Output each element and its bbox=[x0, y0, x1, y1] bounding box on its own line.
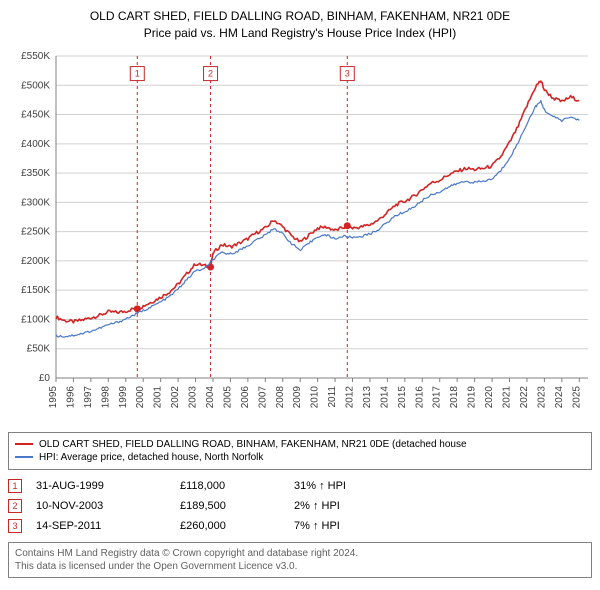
svg-text:2025: 2025 bbox=[571, 385, 582, 408]
event-marker-1: 1 bbox=[8, 479, 22, 493]
svg-text:2004: 2004 bbox=[205, 385, 216, 408]
svg-text:2014: 2014 bbox=[379, 385, 390, 408]
svg-text:2011: 2011 bbox=[327, 385, 338, 407]
svg-text:2018: 2018 bbox=[449, 385, 460, 408]
svg-text:2017: 2017 bbox=[432, 385, 443, 408]
svg-text:2023: 2023 bbox=[536, 385, 547, 408]
event-date-3: 14-SEP-2011 bbox=[36, 520, 166, 532]
event-marker-3: 3 bbox=[8, 519, 22, 533]
svg-text:2000: 2000 bbox=[135, 385, 146, 408]
svg-text:1995: 1995 bbox=[48, 385, 59, 408]
svg-text:1: 1 bbox=[135, 68, 140, 78]
svg-text:2007: 2007 bbox=[257, 385, 268, 408]
title-block: OLD CART SHED, FIELD DALLING ROAD, BINHA… bbox=[8, 8, 592, 42]
event-row-2: 2 10-NOV-2003 £189,500 2% ↑ HPI bbox=[8, 496, 592, 516]
svg-text:2022: 2022 bbox=[519, 385, 530, 408]
footnote-line-2: This data is licensed under the Open Gov… bbox=[15, 560, 585, 573]
svg-text:2001: 2001 bbox=[153, 385, 164, 408]
svg-text:£0: £0 bbox=[39, 373, 51, 384]
svg-text:2013: 2013 bbox=[362, 385, 373, 408]
svg-text:2010: 2010 bbox=[310, 385, 321, 408]
legend-row-2: HPI: Average price, detached house, Nort… bbox=[15, 452, 585, 463]
svg-text:£450K: £450K bbox=[21, 109, 50, 120]
footnote-box: Contains HM Land Registry data © Crown c… bbox=[8, 542, 592, 578]
event-date-2: 10-NOV-2003 bbox=[36, 500, 166, 512]
svg-text:2: 2 bbox=[208, 68, 213, 78]
legend-label-2: HPI: Average price, detached house, Nort… bbox=[39, 452, 263, 463]
legend-swatch-1 bbox=[15, 443, 33, 445]
svg-text:1997: 1997 bbox=[83, 385, 94, 408]
svg-text:£500K: £500K bbox=[21, 80, 50, 91]
svg-text:2016: 2016 bbox=[414, 385, 425, 408]
svg-text:1996: 1996 bbox=[65, 385, 76, 408]
svg-text:£50K: £50K bbox=[27, 343, 51, 354]
svg-text:1999: 1999 bbox=[118, 385, 129, 408]
title-line-2: Price paid vs. HM Land Registry's House … bbox=[8, 25, 592, 42]
svg-text:2006: 2006 bbox=[240, 385, 251, 408]
svg-text:1998: 1998 bbox=[100, 385, 111, 408]
footnote-line-1: Contains HM Land Registry data © Crown c… bbox=[15, 547, 585, 560]
svg-text:2005: 2005 bbox=[222, 385, 233, 408]
event-row-3: 3 14-SEP-2011 £260,000 7% ↑ HPI bbox=[8, 516, 592, 536]
legend-box: OLD CART SHED, FIELD DALLING ROAD, BINHA… bbox=[8, 432, 592, 470]
svg-text:2008: 2008 bbox=[275, 385, 286, 408]
event-hpi-2: 2% ↑ HPI bbox=[294, 500, 414, 512]
svg-text:2012: 2012 bbox=[345, 385, 356, 408]
event-date-1: 31-AUG-1999 bbox=[36, 480, 166, 492]
legend-label-1: OLD CART SHED, FIELD DALLING ROAD, BINHA… bbox=[39, 439, 467, 450]
chart-area: £0 £50K £100K £150K £200K £250K £300K £350K £400… bbox=[8, 48, 592, 428]
chart-svg: £0 £50K £100K £150K £200K £250K £300K £350K £400… bbox=[8, 48, 592, 428]
events-table: 1 31-AUG-1999 £118,000 31% ↑ HPI 2 10-NO… bbox=[8, 476, 592, 536]
event-price-1: £118,000 bbox=[180, 480, 280, 492]
chart-container: OLD CART SHED, FIELD DALLING ROAD, BINHA… bbox=[0, 0, 600, 586]
svg-text:£550K: £550K bbox=[21, 51, 50, 62]
legend-swatch-2 bbox=[15, 456, 33, 458]
svg-text:£100K: £100K bbox=[21, 314, 50, 325]
svg-text:£300K: £300K bbox=[21, 197, 50, 208]
event-price-3: £260,000 bbox=[180, 520, 280, 532]
svg-text:2015: 2015 bbox=[397, 385, 408, 408]
event-hpi-3: 7% ↑ HPI bbox=[294, 520, 414, 532]
event-row-1: 1 31-AUG-1999 £118,000 31% ↑ HPI bbox=[8, 476, 592, 496]
event-price-2: £189,500 bbox=[180, 500, 280, 512]
event-marker-2: 2 bbox=[8, 499, 22, 513]
svg-text:2002: 2002 bbox=[170, 385, 181, 408]
svg-text:2024: 2024 bbox=[554, 385, 565, 408]
svg-text:2003: 2003 bbox=[188, 385, 199, 408]
svg-text:£400K: £400K bbox=[21, 138, 50, 149]
svg-text:£350K: £350K bbox=[21, 168, 50, 179]
title-line-1: OLD CART SHED, FIELD DALLING ROAD, BINHA… bbox=[8, 8, 592, 25]
svg-text:2020: 2020 bbox=[484, 385, 495, 408]
svg-text:2019: 2019 bbox=[467, 385, 478, 408]
event-hpi-1: 31% ↑ HPI bbox=[294, 480, 414, 492]
svg-text:£150K: £150K bbox=[21, 285, 50, 296]
svg-text:£250K: £250K bbox=[21, 226, 50, 237]
svg-text:3: 3 bbox=[345, 68, 350, 78]
svg-text:£200K: £200K bbox=[21, 256, 50, 267]
svg-text:2009: 2009 bbox=[292, 385, 303, 408]
svg-text:2021: 2021 bbox=[502, 385, 513, 408]
legend-row-1: OLD CART SHED, FIELD DALLING ROAD, BINHA… bbox=[15, 439, 585, 450]
